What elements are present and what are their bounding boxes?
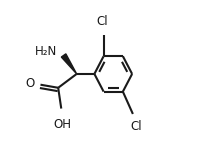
Polygon shape bbox=[61, 54, 77, 74]
Text: O: O bbox=[26, 77, 35, 90]
Text: Cl: Cl bbox=[130, 120, 142, 133]
Text: H₂N: H₂N bbox=[34, 45, 57, 58]
Text: Cl: Cl bbox=[96, 15, 108, 28]
Text: OH: OH bbox=[53, 118, 71, 131]
